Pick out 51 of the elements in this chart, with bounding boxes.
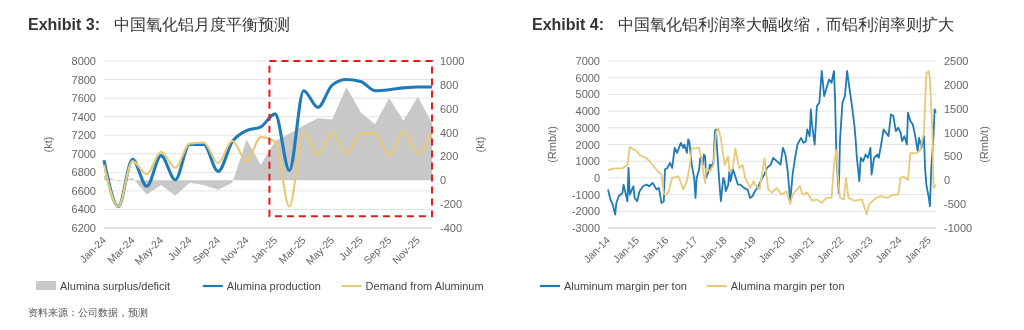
text: 资料来源：公司数据，预测	[28, 307, 148, 318]
chart-title: Exhibit 3: 中国氧化铝月度平衡预测	[28, 16, 291, 33]
legend-label: Alumina surplus/deficit	[60, 280, 171, 292]
y2-tick-label: 0	[944, 174, 951, 187]
y-tick-label: 7000	[71, 147, 96, 160]
y2-axis-title: (Rmb/t)	[978, 126, 990, 163]
y-tick-label: 8000	[71, 55, 96, 67]
y-tick-label: 7600	[71, 92, 96, 105]
y-tick-label: 6800	[71, 166, 96, 179]
y2-tick-label: 1000	[944, 126, 969, 139]
y2-tick-label: 500	[944, 150, 963, 163]
y2-tick-label: 600	[440, 102, 459, 115]
y2-tick-label: 1000	[440, 55, 465, 67]
y-tick-label: -2000	[571, 205, 600, 218]
y2-axis-title: (kt)	[474, 136, 486, 153]
y-tick-label: -3000	[571, 222, 600, 234]
y2-tick-label: 400	[440, 126, 459, 139]
y2-tick-label: 0	[440, 174, 447, 187]
y-tick-label: 6200	[71, 222, 96, 234]
y2-tick-label: 1500	[944, 102, 969, 115]
legend-label: Demand from Aluminum	[365, 280, 484, 292]
y2-tick-label: 2500	[944, 55, 969, 67]
legend-label: Aluminum margin per ton	[564, 280, 687, 292]
y-tick-label: 3000	[575, 121, 600, 134]
legend-label: Alumina production	[226, 280, 321, 292]
y2-tick-label: -1000	[944, 222, 973, 234]
y-tick-label: 7800	[71, 73, 96, 86]
y2-tick-label: -500	[944, 198, 967, 211]
y2-tick-label: 800	[440, 78, 459, 91]
chart-title: Exhibit 4: 中国氧化铝利润率大幅收缩，而铝利润率则扩大	[532, 16, 955, 33]
y-tick-label: 0	[593, 171, 600, 184]
y-tick-label: 7200	[71, 129, 96, 142]
y-tick-label: 6400	[71, 203, 96, 216]
y-tick-label: 7000	[575, 55, 600, 67]
line-series	[102, 130, 434, 208]
y-tick-label: 1000	[575, 155, 600, 168]
line-series	[607, 70, 937, 216]
y2-tick-label: -400	[440, 222, 463, 234]
y-tick-label: -1000	[571, 188, 600, 201]
y-tick-label: 5000	[575, 88, 600, 101]
y-axis-title: (Rmb/t)	[546, 126, 558, 163]
y2-tick-label: 200	[440, 150, 459, 163]
y-tick-label: 7400	[71, 110, 96, 123]
y2-tick-label: 2000	[944, 78, 969, 91]
y-tick-label: 6000	[575, 71, 600, 84]
y-axis-title: (kt)	[42, 136, 54, 153]
y2-tick-label: -200	[440, 198, 463, 211]
y-tick-label: 6600	[71, 184, 96, 197]
y-tick-label: 2000	[575, 138, 600, 151]
y-tick-label: 4000	[575, 105, 600, 118]
legend-label: Alumina margin per ton	[730, 280, 845, 292]
